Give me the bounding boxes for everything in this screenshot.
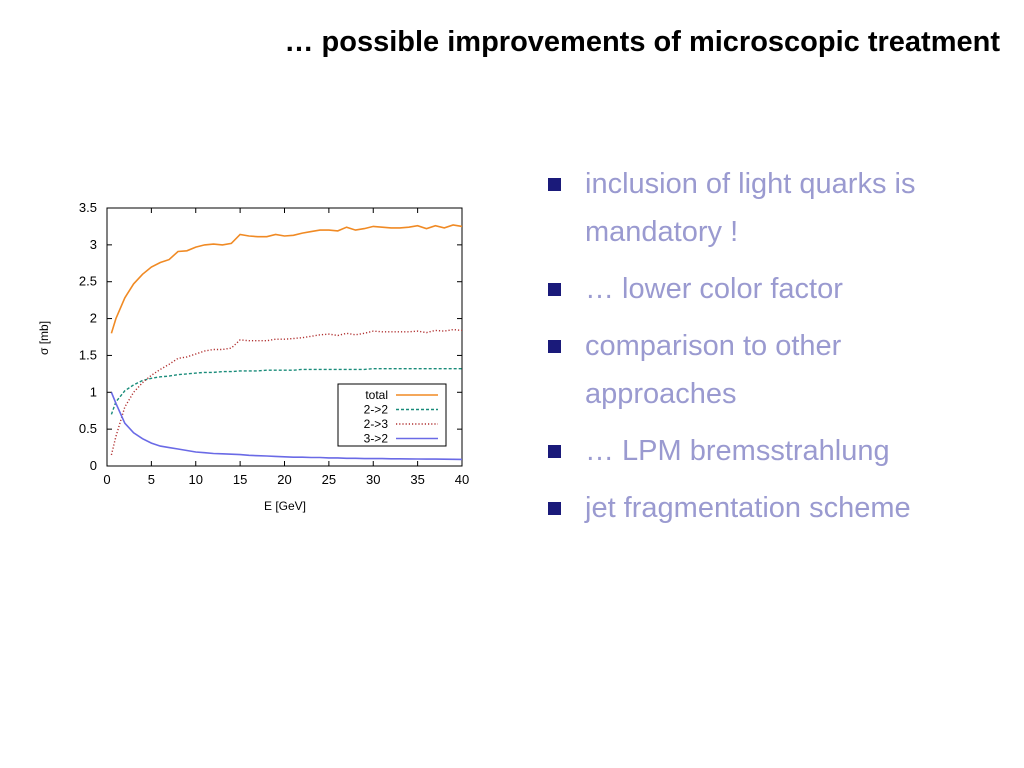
bullet-item: comparison to other approaches bbox=[548, 322, 988, 418]
x-tick-label: 35 bbox=[410, 472, 424, 487]
bullet-square-icon bbox=[548, 283, 561, 296]
bullet-text: … lower color factor bbox=[585, 273, 843, 305]
bullet-text: … LPM bremsstrahlung bbox=[585, 435, 890, 467]
y-tick-label: 1.5 bbox=[79, 347, 97, 362]
y-tick-label: 1 bbox=[90, 384, 97, 399]
bullet-square-icon bbox=[548, 178, 561, 191]
bullet-item: … LPM bremsstrahlung bbox=[548, 427, 988, 475]
y-tick-label: 0 bbox=[90, 458, 97, 473]
series-line-2-2 bbox=[110, 367, 462, 415]
bullet-square-icon bbox=[548, 502, 561, 515]
legend-label: 2->3 bbox=[364, 417, 389, 431]
bullet-list: inclusion of light quarks is mandatory !… bbox=[548, 160, 988, 541]
bullet-text: jet fragmentation scheme bbox=[585, 492, 911, 524]
bullet-square-icon bbox=[548, 340, 561, 353]
legend-label: 2->2 bbox=[364, 403, 389, 417]
slide-title: … possible improvements of microscopic t… bbox=[284, 26, 1000, 58]
legend-label: total bbox=[365, 388, 388, 402]
series-line-3-2 bbox=[110, 391, 463, 461]
x-tick-label: 20 bbox=[277, 472, 291, 487]
x-tick-label: 0 bbox=[103, 472, 110, 487]
x-tick-label: 30 bbox=[366, 472, 380, 487]
bullet-item: jet fragmentation scheme bbox=[548, 484, 988, 532]
y-tick-label: 0.5 bbox=[79, 421, 97, 436]
cross-section-chart: 0 5 10 15 20 25 30 35 40 0 0.5 1 1.5 2 2.5 3 3.5 total 2-… bbox=[30, 190, 480, 525]
x-axis-label: E [GeV] bbox=[264, 499, 306, 513]
y-tick-label: 2 bbox=[90, 311, 97, 326]
y-tick-label: 2.5 bbox=[79, 274, 97, 289]
series-line-2-3 bbox=[110, 328, 463, 456]
x-tick-label: 25 bbox=[322, 472, 336, 487]
bullet-text: inclusion of light quarks is mandatory ! bbox=[585, 168, 916, 248]
x-tick-label: 10 bbox=[189, 472, 203, 487]
y-tick-label: 3.5 bbox=[79, 200, 97, 215]
y-axis-label: σ [mb] bbox=[37, 321, 51, 355]
bullet-square-icon bbox=[548, 445, 561, 458]
x-tick-label: 15 bbox=[233, 472, 247, 487]
legend-label: 3->2 bbox=[364, 432, 389, 446]
bullet-item: inclusion of light quarks is mandatory ! bbox=[548, 160, 988, 256]
y-tick-label: 3 bbox=[90, 237, 97, 252]
x-tick-label: 40 bbox=[455, 472, 469, 487]
x-tick-label: 5 bbox=[148, 472, 155, 487]
bullet-text: comparison to other approaches bbox=[585, 330, 842, 410]
bullet-item: … lower color factor bbox=[548, 265, 988, 313]
legend-box bbox=[337, 383, 447, 447]
series-line-total bbox=[110, 224, 463, 334]
